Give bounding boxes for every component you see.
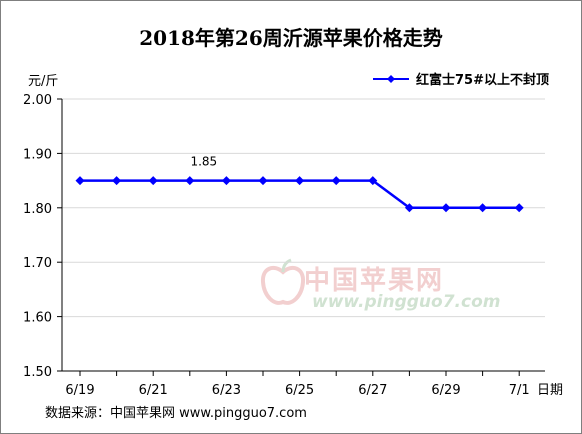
chart-title: 2018年第26周沂源苹果价格走势 — [139, 26, 443, 50]
x-tick-label: 6/29 — [431, 383, 460, 398]
gridlines — [57, 98, 545, 372]
x-tick-label: 6/27 — [358, 383, 387, 398]
data-point-marker — [368, 176, 378, 186]
y-tick-label: 1.60 — [23, 311, 52, 326]
data-point-marker — [185, 176, 195, 186]
data-point-marker — [258, 176, 268, 186]
data-label: 1.85 — [190, 155, 217, 169]
axes — [61, 99, 545, 372]
data-point-marker — [331, 176, 341, 186]
y-axis-unit-label: 元/斤 — [28, 74, 59, 89]
data-point-marker — [295, 176, 305, 186]
legend-series-name: 红富士75#以上不封顶 — [416, 73, 549, 88]
data-point-marker — [514, 203, 524, 213]
x-tick-label: 6/25 — [285, 383, 314, 398]
y-tick-label: 1.70 — [23, 256, 52, 271]
data-point-marker — [221, 176, 231, 186]
x-ticks — [79, 371, 520, 376]
data-point-marker — [148, 176, 158, 186]
data-point-marker — [404, 203, 414, 213]
watermark-name: 中国苹果网 — [304, 266, 445, 296]
data-point-marker — [441, 203, 451, 213]
y-tick-label: 2.00 — [23, 93, 52, 108]
data-point-marker — [478, 203, 488, 213]
legend: 红富士75#以上不封顶 — [372, 69, 549, 88]
x-tick-labels: 6/19 6/21 6/23 6/25 6/27 6/29 7/1 — [65, 383, 529, 398]
x-tick-label: 6/19 — [65, 383, 94, 398]
apple-logo-icon — [260, 258, 306, 305]
y-tick-label: 1.80 — [23, 202, 52, 217]
watermark-url: www.pingguo7.com — [312, 292, 501, 312]
x-tick-label: 7/1 — [509, 383, 530, 398]
data-labels: 1.85 — [190, 155, 217, 169]
data-point-marker — [75, 176, 85, 186]
y-tick-labels: 2.00 1.90 1.80 1.70 1.60 1.50 — [23, 93, 52, 380]
y-tick-label: 1.50 — [23, 365, 52, 380]
legend-line-marker — [373, 74, 409, 83]
y-tick-label: 1.90 — [23, 147, 52, 162]
x-tick-label: 6/23 — [212, 383, 241, 398]
watermark-logo: 中国苹果网 www.pingguo7.com — [260, 258, 500, 318]
x-axis-label: 日期 — [537, 383, 563, 398]
data-source-note: 数据来源：中国苹果网 www.pingguo7.com — [45, 406, 307, 421]
x-tick-label: 6/21 — [139, 383, 168, 398]
data-point-marker — [112, 176, 122, 186]
series-points — [75, 176, 524, 213]
